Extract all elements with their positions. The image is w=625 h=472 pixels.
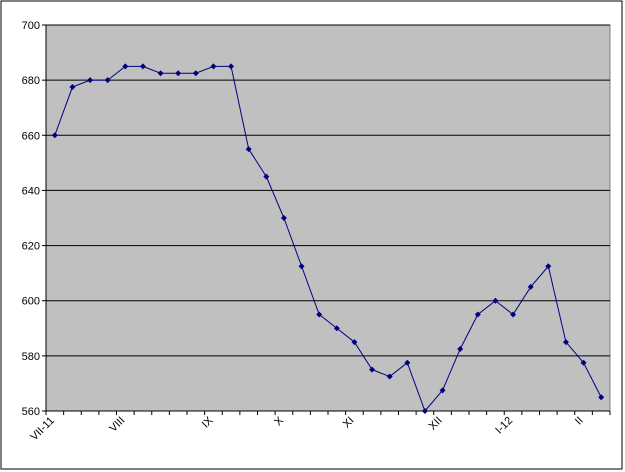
line <box>54 65 602 412</box>
point <box>69 84 76 91</box>
point <box>580 359 587 366</box>
point <box>104 77 111 84</box>
point <box>280 215 287 221</box>
point <box>510 311 517 318</box>
point <box>598 394 605 401</box>
point <box>122 63 129 70</box>
point <box>51 132 58 139</box>
y-tick-label: 580 <box>22 351 40 363</box>
y-tick-label: 680 <box>22 75 40 87</box>
plot-area <box>45 24 611 412</box>
point <box>298 263 305 270</box>
point <box>369 366 376 373</box>
point <box>386 373 393 380</box>
point <box>351 339 358 346</box>
point <box>404 359 411 366</box>
y-tick-label: 560 <box>22 406 40 418</box>
y-tick-label: 600 <box>22 296 40 308</box>
point <box>457 345 464 352</box>
y-tick-label: 660 <box>22 130 40 142</box>
point <box>245 146 252 153</box>
point <box>439 387 446 394</box>
point <box>316 311 323 318</box>
point <box>492 297 499 304</box>
point <box>421 408 428 414</box>
point <box>175 70 182 77</box>
point <box>333 325 340 332</box>
y-tick-label: 620 <box>22 241 40 253</box>
point <box>157 70 164 77</box>
point <box>562 339 569 346</box>
point <box>139 63 146 70</box>
point <box>87 77 94 84</box>
point <box>192 70 199 77</box>
y-tick-label: 700 <box>22 20 40 32</box>
point <box>474 311 481 318</box>
y-tick-label: 640 <box>22 185 40 197</box>
point <box>210 63 217 70</box>
point <box>228 63 235 70</box>
point <box>263 173 270 180</box>
point <box>527 283 534 290</box>
point <box>545 263 552 270</box>
